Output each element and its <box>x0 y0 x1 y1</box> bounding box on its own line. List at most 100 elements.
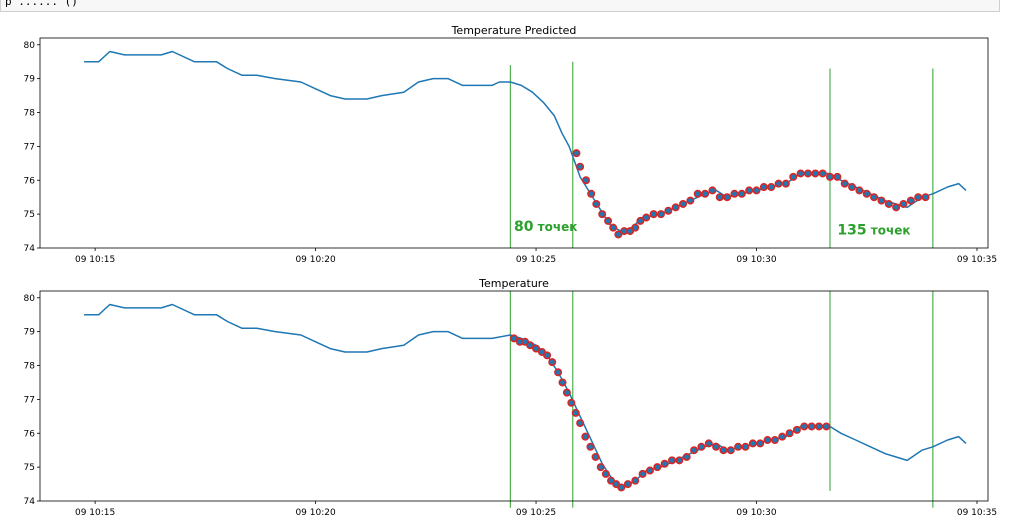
highlight-point <box>675 456 684 465</box>
y-tick-label: 75 <box>24 210 35 220</box>
chart-title: Temperature Predicted <box>451 24 577 37</box>
highlight-point <box>609 223 618 232</box>
highlight-point <box>586 442 595 451</box>
highlight-point <box>576 162 585 171</box>
highlight-point <box>631 476 640 485</box>
highlight-point <box>748 439 757 448</box>
highlight-point <box>548 358 557 367</box>
highlight-point <box>682 452 691 461</box>
highlight-point <box>581 432 590 441</box>
highlight-point <box>763 436 772 445</box>
highlight-point <box>554 368 563 377</box>
highlight-point <box>914 193 923 202</box>
code-cell-text: p ...... () <box>5 0 78 8</box>
highlight-point <box>623 480 632 489</box>
highlight-point <box>617 483 626 492</box>
highlight-point <box>532 344 541 353</box>
highlight-point <box>704 439 713 448</box>
highlight-point <box>715 193 724 202</box>
highlight-point <box>596 463 605 472</box>
highlight-point <box>822 422 831 431</box>
highlight-point <box>855 186 864 195</box>
highlight-point <box>756 439 765 448</box>
y-tick-label: 77 <box>24 142 35 152</box>
highlight-point <box>693 189 702 198</box>
highlight-point <box>601 469 610 478</box>
y-tick-label: 76 <box>24 176 36 186</box>
highlight-point <box>870 193 879 202</box>
highlight-point <box>862 189 871 198</box>
highlight-point <box>723 193 732 202</box>
plot-frame <box>39 37 989 249</box>
highlight-point <box>686 196 695 205</box>
x-tick-label: 09 10:20 <box>295 508 336 518</box>
x-tick-label: 09 10:20 <box>295 255 336 265</box>
highlight-point <box>543 351 552 360</box>
highlight-point <box>664 206 673 215</box>
highlight-point <box>884 199 893 208</box>
highlight-point <box>526 341 535 350</box>
annotation-count: 135 <box>837 222 866 238</box>
highlight-point <box>631 223 640 232</box>
highlight-point <box>572 149 581 158</box>
highlight-point <box>576 419 585 428</box>
annotation-count: 80 <box>514 219 534 235</box>
plot-frame <box>39 290 989 502</box>
highlight-point <box>636 216 645 225</box>
highlight-point <box>614 230 623 239</box>
highlight-point <box>737 189 746 198</box>
highlight-point <box>598 210 607 219</box>
x-tick-label: 09 10:30 <box>736 508 777 518</box>
highlight-point <box>656 210 665 219</box>
highlight-point <box>877 196 886 205</box>
y-tick-label: 80 <box>24 294 36 304</box>
highlight-point <box>558 378 567 387</box>
points-count-annotation: 135 точек <box>837 222 910 238</box>
highlight-point <box>562 388 571 397</box>
y-tick-label: 74 <box>24 244 36 254</box>
annotation-unit: точек <box>533 220 577 234</box>
highlight-point <box>778 432 787 441</box>
highlight-point <box>906 196 915 205</box>
y-tick-label: 80 <box>24 41 36 51</box>
y-tick-label: 79 <box>24 328 36 338</box>
highlight-point <box>899 199 908 208</box>
code-cell-output: p ...... () <box>0 0 1000 12</box>
y-tick-label: 78 <box>24 109 36 119</box>
highlight-point <box>789 172 798 181</box>
highlight-point <box>649 210 658 219</box>
highlight-point <box>811 169 820 178</box>
highlight-point <box>892 203 901 212</box>
highlight-point <box>638 469 647 478</box>
highlight-point <box>807 422 816 431</box>
highlight-point <box>679 199 688 208</box>
highlight-point <box>645 466 654 475</box>
highlight-point <box>708 186 717 195</box>
y-tick-label: 74 <box>24 497 36 507</box>
highlight-point <box>741 442 750 451</box>
x-tick-label: 09 10:30 <box>736 255 777 265</box>
x-tick-label: 09 10:25 <box>516 508 556 518</box>
highlight-point <box>591 452 600 461</box>
highlight-point <box>726 446 735 455</box>
highlight-point <box>767 183 776 192</box>
temperature-line <box>84 50 967 232</box>
y-tick-label: 79 <box>24 75 36 85</box>
y-tick-label: 75 <box>24 463 35 473</box>
highlight-point <box>671 203 680 212</box>
annotation-unit: точек <box>867 223 911 237</box>
highlight-point <box>571 408 580 417</box>
x-tick-label: 09 10:15 <box>75 255 115 265</box>
x-tick-label: 09 10:15 <box>75 508 115 518</box>
highlight-point <box>730 189 739 198</box>
highlight-point <box>604 216 613 225</box>
highlight-point <box>774 179 783 188</box>
highlight-point <box>770 436 779 445</box>
highlight-point <box>567 398 576 407</box>
temperature-line <box>84 303 967 489</box>
y-tick-label: 77 <box>24 395 35 405</box>
highlight-point <box>848 183 857 192</box>
highlight-point <box>660 459 669 468</box>
highlight-point <box>825 172 834 181</box>
